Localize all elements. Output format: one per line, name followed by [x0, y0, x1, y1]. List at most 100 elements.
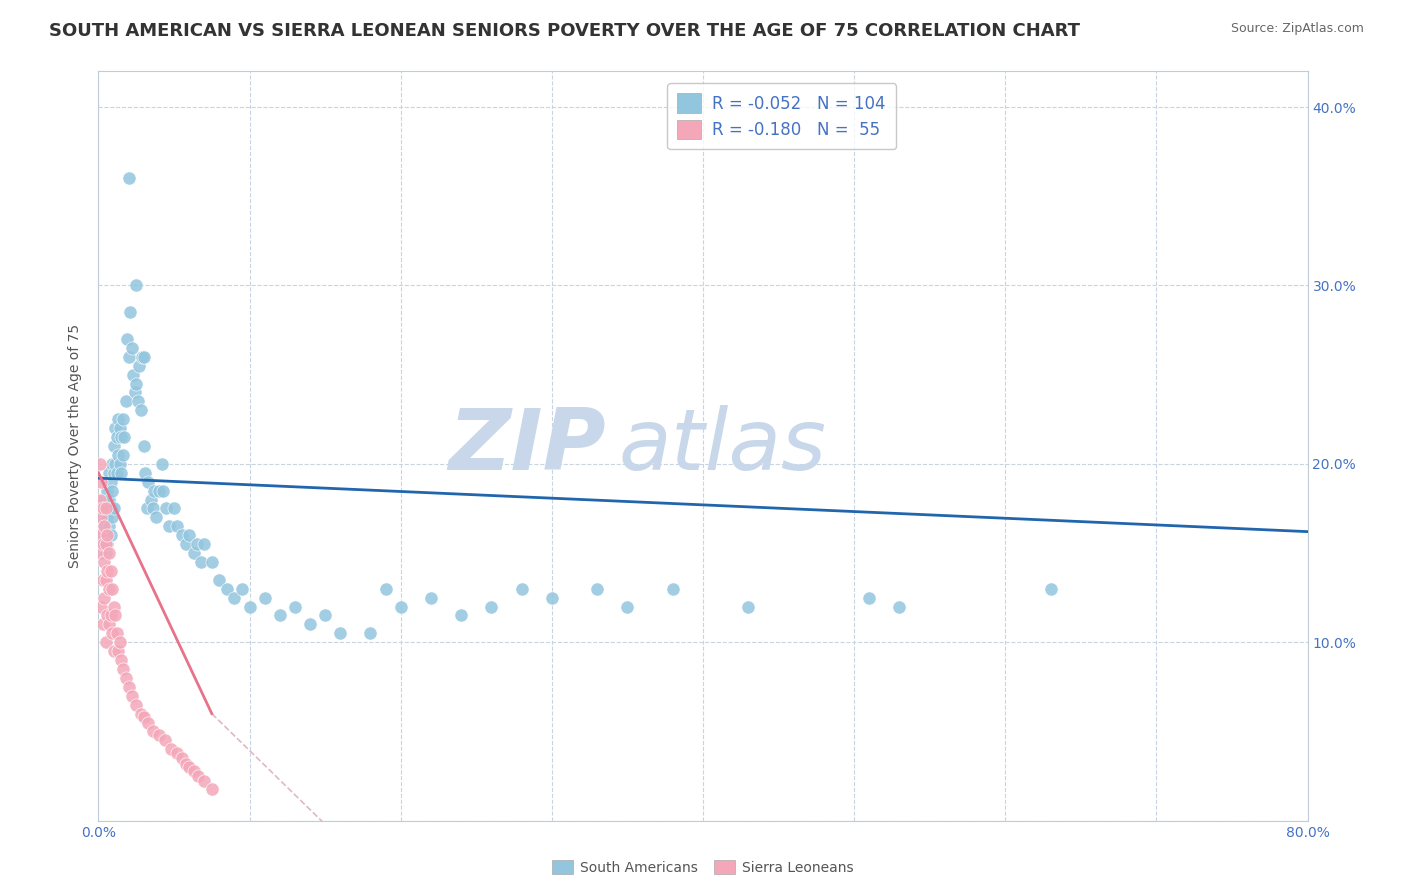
Point [112, 430, 135, 444]
Point [132, 439, 155, 453]
Point [101, 510, 124, 524]
Point [103, 466, 125, 480]
Point [143, 483, 166, 498]
Point [208, 573, 231, 587]
Point [118, 680, 141, 694]
Point [110, 466, 132, 480]
Point [100, 475, 122, 489]
Point [329, 626, 352, 640]
Point [103, 599, 125, 614]
Point [540, 591, 562, 605]
Point [96, 564, 118, 578]
Point [96, 528, 118, 542]
Point [104, 457, 127, 471]
Point [374, 582, 396, 596]
Point [110, 653, 132, 667]
Point [586, 582, 609, 596]
Point [132, 710, 155, 724]
Point [170, 751, 193, 765]
Point [136, 475, 159, 489]
Point [96, 537, 118, 551]
Point [111, 662, 134, 676]
Point [142, 724, 165, 739]
Point [90, 510, 112, 524]
Point [91, 573, 114, 587]
Point [128, 359, 150, 373]
Point [299, 617, 322, 632]
Point [94, 635, 117, 649]
Point [94, 501, 117, 516]
Point [101, 626, 124, 640]
Point [183, 764, 205, 778]
Point [481, 599, 503, 614]
Point [98, 492, 121, 507]
Point [90, 599, 112, 614]
Point [148, 483, 170, 498]
Point [159, 519, 181, 533]
Point [193, 774, 215, 789]
Point [98, 546, 121, 560]
Point [100, 608, 122, 623]
Point [100, 528, 122, 542]
Point [94, 510, 117, 524]
Point [93, 591, 115, 605]
Point [90, 546, 112, 560]
Point [160, 742, 183, 756]
Point [101, 483, 124, 498]
Point [150, 457, 173, 471]
Point [163, 501, 186, 516]
Point [110, 430, 132, 444]
Point [121, 689, 143, 703]
Point [1039, 582, 1062, 596]
Text: SOUTH AMERICAN VS SIERRA LEONEAN SENIORS POVERTY OVER THE AGE OF 75 CORRELATION : SOUTH AMERICAN VS SIERRA LEONEAN SENIORS… [49, 22, 1080, 40]
Point [91, 501, 114, 516]
Point [111, 412, 134, 426]
Point [389, 599, 412, 614]
Point [131, 350, 153, 364]
Point [129, 403, 152, 417]
Point [121, 341, 143, 355]
Point [103, 644, 125, 658]
Point [858, 591, 880, 605]
Point [98, 519, 121, 533]
Point [101, 582, 124, 596]
Point [105, 430, 128, 444]
Point [120, 305, 142, 319]
Point [125, 698, 148, 712]
Point [142, 501, 165, 516]
Point [253, 591, 276, 605]
Point [108, 421, 131, 435]
Point [105, 626, 128, 640]
Point [153, 733, 176, 747]
Point [89, 528, 111, 542]
Point [193, 537, 215, 551]
Point [118, 350, 141, 364]
Point [94, 501, 117, 516]
Point [104, 421, 127, 435]
Point [93, 555, 115, 569]
Point [190, 555, 212, 569]
Point [314, 608, 336, 623]
Point [91, 537, 114, 551]
Point [111, 448, 134, 462]
Point [101, 457, 124, 471]
Point [105, 466, 128, 480]
Point [215, 582, 238, 596]
Point [450, 608, 472, 623]
Point [90, 475, 112, 489]
Point [737, 599, 759, 614]
Point [510, 582, 533, 596]
Point [90, 528, 112, 542]
Point [183, 546, 205, 560]
Point [93, 492, 115, 507]
Point [420, 591, 443, 605]
Point [179, 528, 201, 542]
Point [114, 671, 136, 685]
Point [89, 510, 111, 524]
Point [661, 582, 683, 596]
Point [103, 501, 125, 516]
Point [132, 350, 155, 364]
Point [98, 617, 121, 632]
Point [104, 608, 127, 623]
Point [96, 483, 118, 498]
